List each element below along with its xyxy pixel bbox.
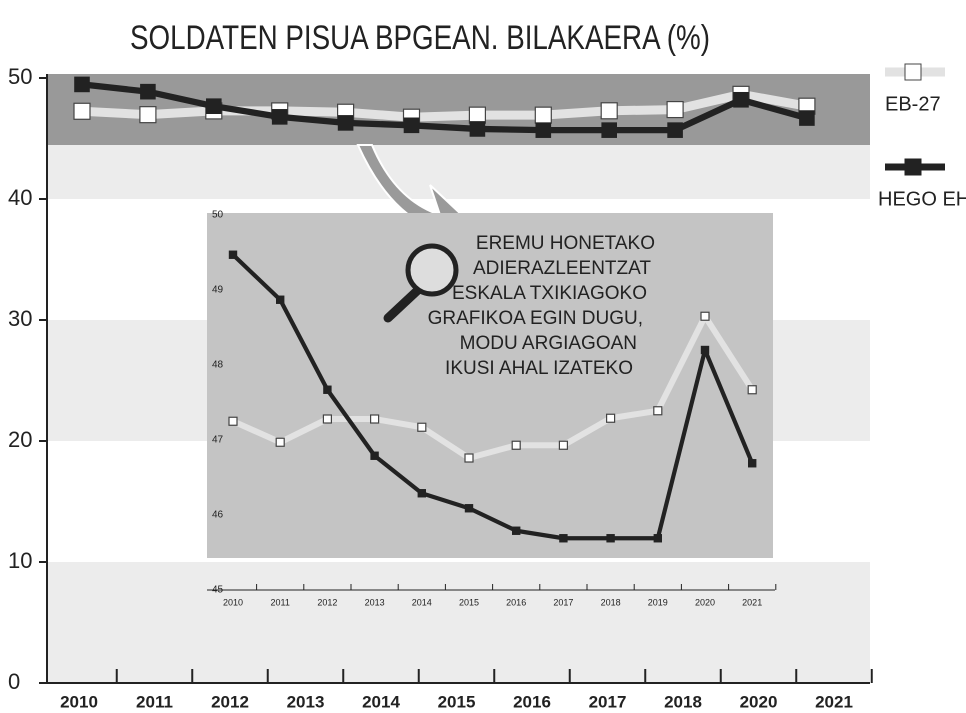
x-tick-label: 2020 xyxy=(740,692,778,711)
y-tick-label: 48 xyxy=(212,360,224,371)
marker xyxy=(601,122,617,138)
x-tick-label: 2010 xyxy=(223,597,243,607)
marker xyxy=(653,406,663,416)
y-tick-label: 45 xyxy=(212,585,224,596)
marker xyxy=(140,83,156,100)
annotation: ADIERAZLEENTZAT xyxy=(473,258,651,279)
marker xyxy=(733,91,749,108)
x-tick-label: 2021 xyxy=(742,597,762,607)
y-tick-label: 10 xyxy=(8,548,32,573)
annotation: IKUSI AHAL IZATEKO xyxy=(445,358,633,379)
marker xyxy=(276,295,285,304)
x-tick-label: 2014 xyxy=(412,597,432,607)
annotation: ESKALA TXIKIAGOKO xyxy=(452,283,647,304)
x-tick-label: 2013 xyxy=(365,597,385,607)
marker xyxy=(403,117,420,134)
annotation: GRAFIKOA EGIN DUGU, xyxy=(428,308,643,329)
marker xyxy=(417,422,427,432)
x-tick-label: 2021 xyxy=(815,692,853,711)
marker xyxy=(559,534,568,543)
marker xyxy=(700,311,710,321)
x-tick-label: 2017 xyxy=(589,692,627,711)
x-tick-label: 2018 xyxy=(664,692,702,711)
y-tick-label: 0 xyxy=(8,669,20,694)
x-tick-label: 2013 xyxy=(287,692,325,711)
y-tick-label: 49 xyxy=(212,285,224,296)
marker xyxy=(511,526,521,535)
marker xyxy=(605,413,616,423)
x-tick-label: 2010 xyxy=(60,692,98,711)
x-tick-label: 2011 xyxy=(271,597,290,607)
y-tick-label: 40 xyxy=(8,185,32,210)
x-tick-label: 2012 xyxy=(211,692,249,711)
marker xyxy=(511,440,521,450)
series-line xyxy=(231,313,755,461)
series-line xyxy=(81,89,808,122)
marker xyxy=(228,416,238,426)
x-tick-label: 2020 xyxy=(695,597,715,607)
chart-title: SOLDATEN PISUA BPGEAN. BILAKAERA (%) xyxy=(130,19,710,57)
marker xyxy=(464,453,474,463)
marker xyxy=(370,451,379,460)
x-tick-label: 2011 xyxy=(136,692,173,711)
magnifier xyxy=(383,243,459,323)
marker xyxy=(417,489,427,498)
marker xyxy=(139,106,157,124)
marker xyxy=(74,76,90,93)
series-line xyxy=(81,81,808,134)
legend-marker xyxy=(904,158,922,176)
x-tick-label: 2015 xyxy=(459,597,479,607)
marker xyxy=(747,459,757,468)
x-tick-label: 2017 xyxy=(553,597,573,607)
marker xyxy=(206,98,222,114)
marker xyxy=(323,385,332,394)
marker xyxy=(747,385,757,395)
marker xyxy=(606,534,615,543)
marker xyxy=(558,440,569,450)
inset-chart: 45 46 47 48 49 50 2010 2011 2012 2013 2014 2015 2016… xyxy=(207,210,777,607)
x-tick-label: 2016 xyxy=(513,692,551,711)
marker xyxy=(667,122,683,138)
x-tick-label: 2015 xyxy=(438,692,476,711)
marker xyxy=(666,100,684,119)
legend-marker xyxy=(904,63,922,81)
marker xyxy=(271,109,288,125)
inset-background xyxy=(207,213,773,558)
marker xyxy=(799,110,815,126)
annotation: EREMU HONETAKO xyxy=(476,233,655,254)
main-chart: 0 10 20 30 40 50 2010 2011 2012 2013 2014 2015 2016 2… xyxy=(8,64,873,711)
x-tick-label: 2014 xyxy=(362,692,400,711)
y-tick-label: 47 xyxy=(212,435,224,446)
y-tick-label: 20 xyxy=(8,427,32,452)
marker xyxy=(370,414,380,424)
marker xyxy=(468,106,486,124)
marker xyxy=(322,414,332,424)
x-tick-label: 2016 xyxy=(506,597,526,607)
y-tick-label: 50 xyxy=(212,210,224,221)
marker xyxy=(337,115,354,131)
marker xyxy=(73,102,91,120)
x-tick-label: 2019 xyxy=(648,597,668,607)
annotation: MODU ARGIAGOAN xyxy=(460,333,637,354)
marker xyxy=(275,437,285,447)
marker xyxy=(228,250,238,259)
y-tick-label: 50 xyxy=(8,64,32,89)
marker xyxy=(469,121,486,137)
y-tick-label: 30 xyxy=(8,306,32,331)
marker xyxy=(534,106,552,124)
marker xyxy=(653,534,663,543)
legend-label: EB-27 xyxy=(885,93,941,115)
marker xyxy=(464,504,474,513)
legend: EB-27 HEGO EH xyxy=(878,63,966,210)
marker xyxy=(535,122,552,138)
x-tick-label: 2012 xyxy=(317,597,337,607)
x-tick-label: 2018 xyxy=(601,597,621,607)
marker xyxy=(700,345,710,355)
y-tick-label: 46 xyxy=(212,510,224,521)
series-line xyxy=(231,253,755,541)
legend-label: HEGO EH xyxy=(878,188,966,210)
marker xyxy=(600,102,618,120)
